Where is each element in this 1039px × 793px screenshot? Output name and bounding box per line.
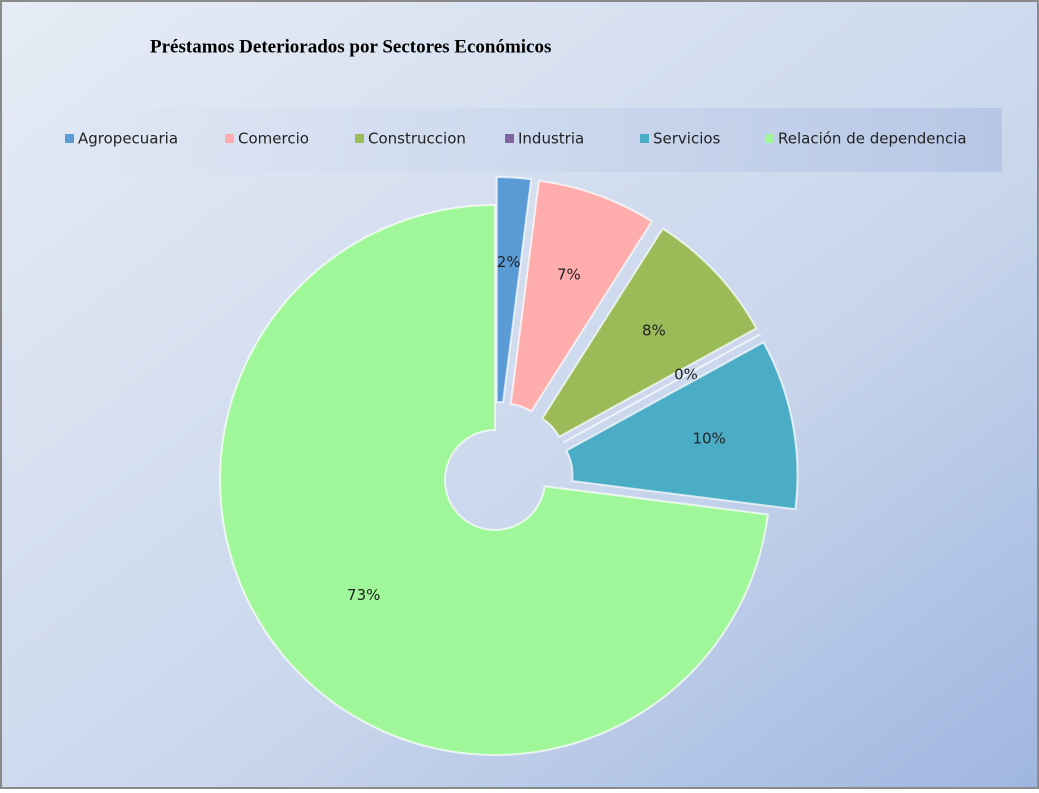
legend-label: Agropecuaria — [78, 130, 178, 148]
data-label: 2% — [497, 253, 521, 271]
legend-band — [60, 108, 1002, 172]
donut-slice — [564, 340, 799, 511]
data-label: 73% — [347, 586, 380, 604]
legend-swatch — [355, 134, 364, 143]
chart-title: Préstamos Deteriorados por Sectores Econ… — [150, 36, 551, 57]
donut-slice — [540, 227, 758, 439]
legend-label: Servicios — [653, 130, 721, 148]
donut-slice — [509, 179, 654, 413]
legend-label: Comercio — [238, 130, 309, 148]
legend-swatch — [225, 134, 234, 143]
legend-label: Construccion — [368, 130, 466, 148]
data-label: 10% — [692, 430, 725, 448]
legend-swatch — [65, 134, 74, 143]
donut-slice — [495, 176, 533, 404]
donut-slice — [562, 333, 762, 444]
legend-swatch — [505, 134, 514, 143]
legend-swatch — [765, 134, 774, 143]
legend-label: Industria — [518, 130, 584, 148]
legend-swatch — [640, 134, 649, 143]
data-label: 7% — [557, 265, 581, 283]
donut-slice — [219, 203, 769, 756]
data-label: 0% — [674, 365, 698, 383]
legend-label: Relación de dependencia — [778, 130, 967, 148]
data-label: 8% — [642, 321, 666, 339]
